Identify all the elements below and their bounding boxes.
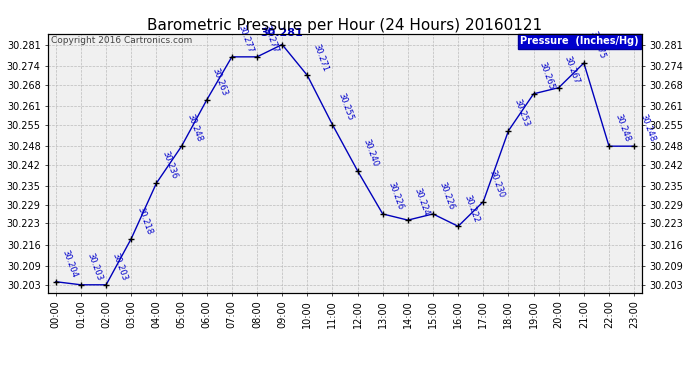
Text: 30.203: 30.203 — [110, 252, 129, 282]
Text: 30.281: 30.281 — [261, 28, 304, 38]
Text: 30.240: 30.240 — [362, 138, 380, 168]
Text: 30.248: 30.248 — [186, 113, 204, 143]
Text: 30.203: 30.203 — [85, 252, 104, 282]
Text: 30.236: 30.236 — [161, 150, 179, 180]
Text: 30.204: 30.204 — [60, 249, 79, 279]
Text: 30.271: 30.271 — [311, 42, 330, 72]
Text: 30.253: 30.253 — [513, 98, 531, 128]
Text: 30.226: 30.226 — [437, 181, 455, 211]
Text: 30.248: 30.248 — [613, 113, 631, 143]
Text: 30.224: 30.224 — [412, 187, 431, 218]
Text: 30.226: 30.226 — [387, 181, 405, 211]
Text: 30.267: 30.267 — [563, 54, 582, 85]
Title: Barometric Pressure per Hour (24 Hours) 20160121: Barometric Pressure per Hour (24 Hours) … — [148, 18, 542, 33]
Text: 30.248: 30.248 — [638, 113, 657, 143]
Text: 30.263: 30.263 — [211, 67, 229, 97]
Text: 30.275: 30.275 — [588, 30, 607, 60]
Text: 30.265: 30.265 — [538, 61, 556, 91]
Text: 30.277: 30.277 — [236, 24, 255, 54]
Text: Copyright 2016 Cartronics.com: Copyright 2016 Cartronics.com — [51, 36, 193, 45]
Text: 30.218: 30.218 — [135, 206, 154, 236]
Text: 30.230: 30.230 — [487, 168, 506, 199]
Text: Pressure  (Inches/Hg): Pressure (Inches/Hg) — [520, 36, 639, 46]
Text: 30.277: 30.277 — [261, 24, 279, 54]
Text: 30.222: 30.222 — [462, 193, 481, 224]
Text: 30.255: 30.255 — [337, 92, 355, 122]
